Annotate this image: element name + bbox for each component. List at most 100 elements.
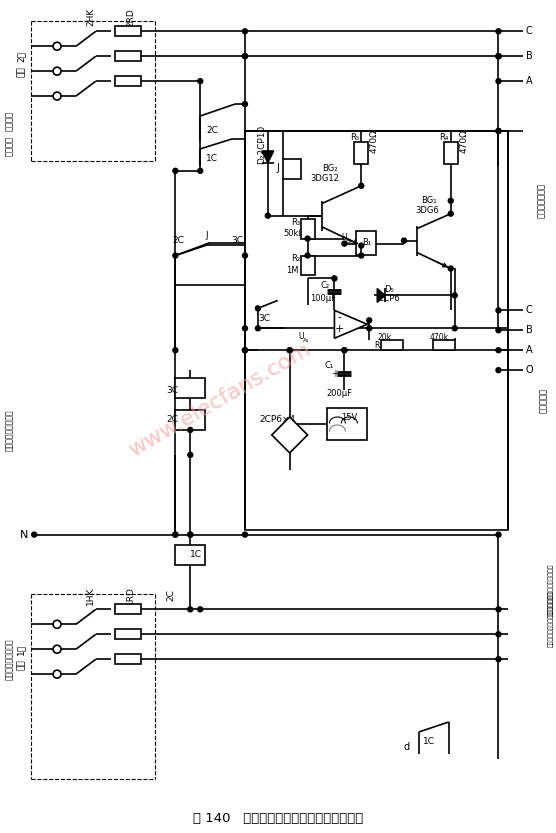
Bar — [433, 340, 455, 350]
Bar — [327, 408, 368, 440]
Bar — [115, 654, 141, 664]
Bar — [301, 256, 315, 276]
Text: 3DG6: 3DG6 — [415, 207, 439, 215]
Text: B: B — [526, 326, 533, 336]
Text: A: A — [526, 76, 533, 86]
Text: 图 140   另一种双路三相电源自投装置线路: 图 140 另一种双路三相电源自投装置线路 — [192, 812, 363, 826]
Text: C: C — [526, 306, 533, 316]
Bar — [115, 605, 141, 615]
Text: R₃: R₃ — [291, 218, 300, 227]
Text: 单相或三相电源零线: 单相或三相电源零线 — [5, 638, 14, 680]
Circle shape — [448, 212, 453, 217]
Text: B: B — [526, 51, 533, 61]
Text: 200μF: 200μF — [326, 388, 353, 397]
Bar — [356, 231, 376, 255]
Text: 2CP6: 2CP6 — [378, 294, 400, 303]
Text: 2C: 2C — [166, 590, 175, 601]
Circle shape — [305, 253, 310, 258]
Text: 470Ω: 470Ω — [370, 129, 379, 153]
Circle shape — [255, 306, 260, 311]
Circle shape — [287, 347, 292, 352]
Bar — [115, 27, 141, 37]
Circle shape — [448, 198, 453, 203]
Circle shape — [173, 168, 178, 173]
Bar — [381, 340, 403, 350]
Text: 1RD: 1RD — [126, 586, 135, 605]
Circle shape — [173, 532, 178, 537]
Circle shape — [496, 308, 501, 313]
Circle shape — [496, 367, 501, 372]
Circle shape — [188, 427, 193, 432]
Circle shape — [496, 128, 501, 133]
Text: O: O — [525, 365, 533, 375]
Circle shape — [359, 243, 364, 248]
Text: 1C: 1C — [190, 550, 202, 559]
Circle shape — [496, 328, 501, 332]
Text: 2C: 2C — [206, 127, 218, 136]
Circle shape — [173, 532, 178, 537]
Text: 电源: 电源 — [17, 66, 26, 77]
Text: 100μF: 100μF — [310, 294, 336, 303]
Circle shape — [359, 183, 364, 188]
Circle shape — [401, 238, 406, 243]
Circle shape — [173, 253, 178, 258]
Circle shape — [496, 607, 501, 612]
Polygon shape — [262, 151, 274, 162]
Text: 单相电源: 单相电源 — [5, 111, 14, 131]
Text: C₂: C₂ — [321, 281, 330, 290]
Text: 2CP6×4: 2CP6×4 — [260, 416, 296, 425]
Text: 3C: 3C — [231, 236, 243, 245]
Text: 1C: 1C — [423, 737, 435, 746]
Circle shape — [496, 128, 501, 133]
Text: D₂2CP10: D₂2CP10 — [257, 124, 266, 163]
Circle shape — [342, 347, 347, 352]
Circle shape — [188, 452, 193, 457]
Bar — [283, 159, 301, 179]
Text: B₁: B₁ — [345, 239, 352, 244]
Circle shape — [496, 53, 501, 58]
Text: 2C: 2C — [166, 416, 178, 425]
Text: 2号: 2号 — [17, 51, 26, 62]
Polygon shape — [334, 311, 368, 338]
Text: 3DG12: 3DG12 — [310, 174, 339, 183]
Circle shape — [496, 631, 501, 636]
Text: A₁: A₁ — [353, 318, 362, 327]
Text: 触点按图示接法，据电源和负载。: 触点按图示接法，据电源和负载。 — [548, 591, 554, 647]
Circle shape — [255, 326, 260, 331]
Bar — [115, 76, 141, 86]
Circle shape — [242, 102, 247, 107]
Text: BG₁: BG₁ — [421, 197, 436, 205]
Text: 1号: 1号 — [17, 644, 26, 655]
Circle shape — [242, 53, 247, 58]
Text: www.elecfans.com: www.elecfans.com — [125, 340, 315, 461]
Bar — [301, 218, 315, 238]
Circle shape — [367, 318, 372, 323]
Text: 50kΩ: 50kΩ — [284, 229, 306, 238]
Circle shape — [242, 253, 247, 258]
Bar — [115, 629, 141, 639]
Text: 15V: 15V — [341, 413, 358, 422]
Bar — [245, 131, 508, 530]
Circle shape — [342, 241, 347, 246]
Circle shape — [496, 347, 501, 352]
Polygon shape — [377, 288, 385, 302]
Text: 火线接法: 火线接法 — [5, 136, 14, 156]
Circle shape — [367, 326, 372, 331]
Circle shape — [198, 168, 203, 173]
Bar — [175, 378, 205, 398]
Circle shape — [496, 29, 501, 34]
Bar — [354, 142, 368, 164]
Bar — [175, 410, 205, 430]
Text: A: A — [526, 345, 533, 355]
Text: 由此接三相负载: 由此接三相负载 — [537, 183, 546, 218]
Text: D₅: D₅ — [384, 285, 394, 294]
Circle shape — [198, 607, 203, 612]
Circle shape — [188, 532, 193, 537]
Text: B₁: B₁ — [363, 238, 372, 247]
Text: R₂: R₂ — [291, 254, 300, 263]
Circle shape — [496, 532, 501, 537]
Text: A₁: A₁ — [303, 337, 310, 342]
Circle shape — [496, 78, 501, 83]
Circle shape — [188, 607, 193, 612]
Circle shape — [32, 532, 37, 537]
